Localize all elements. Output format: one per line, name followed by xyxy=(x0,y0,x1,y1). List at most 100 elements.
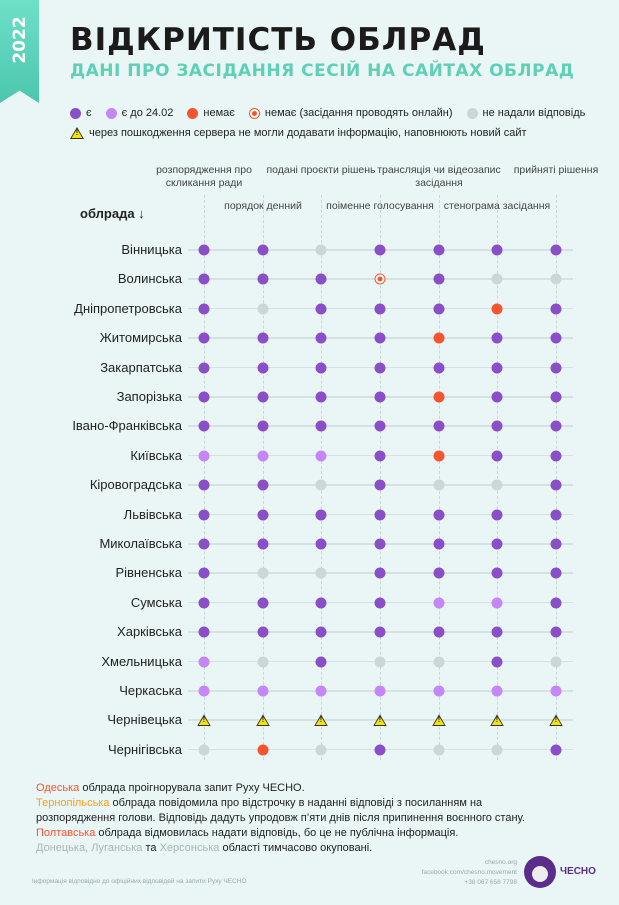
table-cell xyxy=(198,567,210,579)
table-cell xyxy=(257,626,269,638)
row-label: Харківська xyxy=(117,624,182,640)
table-cell xyxy=(257,303,269,315)
status-dot xyxy=(491,597,503,609)
status-dot xyxy=(315,509,327,521)
table-cell xyxy=(315,303,327,315)
online-icon xyxy=(374,273,386,285)
column-guide xyxy=(497,195,498,760)
table-cell xyxy=(315,479,327,491)
table-cell xyxy=(550,567,562,579)
status-dot xyxy=(374,420,386,432)
column-header: розпорядження про скликання ради xyxy=(156,164,252,189)
site-link[interactable]: chesno.org xyxy=(484,859,517,866)
status-dot xyxy=(315,273,327,285)
notes: Одеська облрада проігнорувала запит Руху… xyxy=(36,781,606,856)
table-cell xyxy=(198,244,210,256)
status-dot xyxy=(315,597,327,609)
table-cell xyxy=(257,685,269,697)
warning-icon xyxy=(256,714,270,727)
status-dot xyxy=(198,450,210,462)
status-dot xyxy=(550,273,562,285)
table-cell xyxy=(433,509,445,521)
status-dot xyxy=(187,107,199,119)
table-cell xyxy=(198,420,210,432)
status-dot xyxy=(491,362,503,374)
table-cell xyxy=(433,479,445,491)
table-cell xyxy=(374,332,386,344)
row-header: облрада ↓ xyxy=(80,206,145,221)
status-dot xyxy=(433,303,445,315)
table-cell xyxy=(433,450,445,462)
legend-item: немає (засідання проводять онлайн) xyxy=(248,107,453,119)
note-poltava: Полтавська облрада відмовилась надати ві… xyxy=(36,827,459,839)
table-cell xyxy=(491,567,503,579)
status-dot xyxy=(374,479,386,491)
status-dot xyxy=(257,597,269,609)
table-cell xyxy=(315,509,327,521)
status-dot xyxy=(550,450,562,462)
column-header: трансляція чи відеозапис засідання xyxy=(377,164,501,189)
status-dot xyxy=(550,391,562,403)
row-label: Хмельницька xyxy=(101,653,182,669)
legend-warning: через пошкодження сервера не могли додав… xyxy=(70,127,527,139)
status-dot xyxy=(257,391,269,403)
table-cell xyxy=(315,626,327,638)
table-cell xyxy=(315,744,327,756)
table-cell xyxy=(257,244,269,256)
table-cell xyxy=(257,362,269,374)
table-cell xyxy=(257,509,269,521)
row-label: Житомирська xyxy=(99,330,182,346)
table-cell xyxy=(198,626,210,638)
table-cell xyxy=(491,626,503,638)
chesno-logo-icon xyxy=(524,856,556,888)
legend: є є до 24.02 немає немає (засідання проводя… xyxy=(70,107,610,119)
table-cell xyxy=(491,509,503,521)
status-dot xyxy=(374,567,386,579)
table-cell xyxy=(374,420,386,432)
status-dot xyxy=(374,332,386,344)
warning-icon xyxy=(314,714,328,727)
status-dot xyxy=(491,332,503,344)
status-dot xyxy=(491,538,503,550)
column-header: поіменне голосування xyxy=(326,200,434,212)
legend-item: немає xyxy=(187,107,235,119)
status-dot xyxy=(491,626,503,638)
table-cell xyxy=(373,714,387,727)
table-cell xyxy=(315,391,327,403)
status-dot xyxy=(433,509,445,521)
legend-item: є xyxy=(70,107,92,119)
table-cell xyxy=(257,567,269,579)
status-dot xyxy=(315,391,327,403)
table-cell xyxy=(374,273,386,285)
column-guide xyxy=(263,195,264,760)
table-cell xyxy=(374,450,386,462)
table-cell xyxy=(550,362,562,374)
column-header: стенограма засідання xyxy=(443,200,551,212)
status-dot xyxy=(198,685,210,697)
table-cell xyxy=(550,391,562,403)
facebook-link[interactable]: facebook.com/chesno.movement xyxy=(421,869,517,876)
table-cell xyxy=(491,420,503,432)
status-dot xyxy=(550,626,562,638)
column-guide xyxy=(380,195,381,760)
status-dot xyxy=(433,332,445,344)
status-dot xyxy=(257,244,269,256)
table-cell xyxy=(491,479,503,491)
table-cell xyxy=(374,744,386,756)
table-cell xyxy=(491,244,503,256)
table-cell xyxy=(490,714,504,727)
status-dot xyxy=(433,479,445,491)
table-cell xyxy=(315,362,327,374)
table-cell xyxy=(491,303,503,315)
status-dot xyxy=(550,244,562,256)
note-ternopil: Тернопільська облрада повідомила про від… xyxy=(36,797,525,824)
table-cell xyxy=(315,273,327,285)
legend-item: не надали відповідь xyxy=(466,107,585,119)
status-dot xyxy=(491,479,503,491)
status-dot xyxy=(198,420,210,432)
status-dot xyxy=(433,362,445,374)
status-dot xyxy=(198,744,210,756)
table-cell xyxy=(491,597,503,609)
table-cell xyxy=(433,538,445,550)
status-dot xyxy=(550,538,562,550)
